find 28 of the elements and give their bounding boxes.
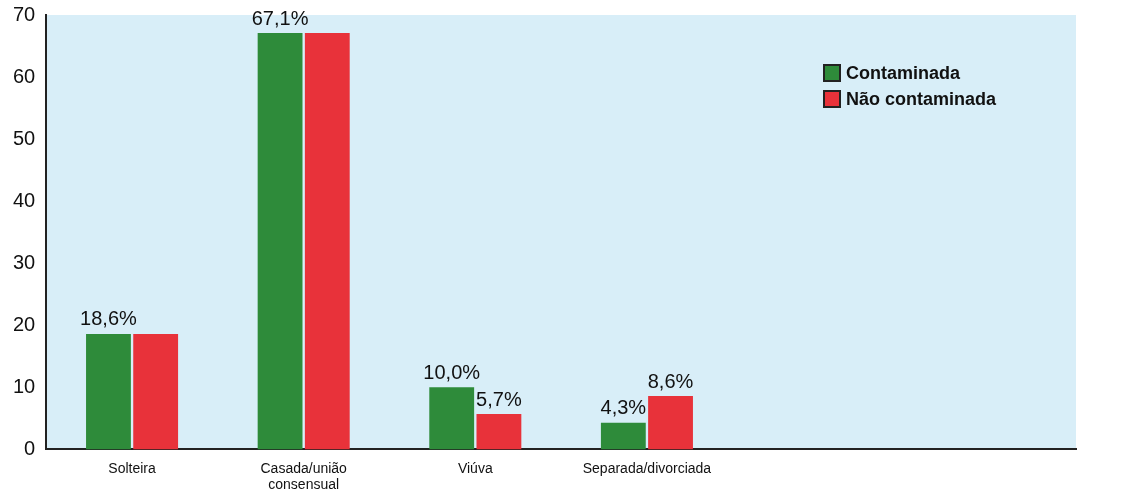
x-tick-label: Viúva — [457, 459, 493, 476]
bar — [429, 387, 475, 450]
data-label: 67,1% — [251, 6, 309, 29]
data-label: 8,6% — [647, 369, 694, 392]
y-tick-label: 60 — [13, 64, 36, 87]
x-tick-label: Separada/divorciada — [582, 459, 712, 476]
bar — [600, 422, 646, 450]
x-tick-label: Casada/união consensual — [260, 459, 348, 493]
bar — [133, 333, 179, 450]
legend-label: Não contaminada — [846, 88, 997, 111]
y-tick-label: 70 — [13, 2, 36, 25]
bar — [86, 333, 131, 450]
bar — [476, 414, 522, 450]
data-label: 4,3% — [600, 396, 647, 419]
y-tick-label: 30 — [13, 250, 36, 273]
y-tick-label: 50 — [13, 126, 36, 149]
bar — [257, 33, 303, 450]
bar — [648, 396, 693, 450]
y-tick-label: 0 — [24, 436, 36, 459]
legend-label: Contaminada — [846, 62, 961, 85]
y-tick-label: 40 — [13, 188, 36, 211]
y-tick-label: 20 — [13, 312, 36, 335]
data-label: 5,7% — [476, 387, 522, 410]
x-tick-label: Solteira — [108, 459, 157, 476]
data-label: 18,6% — [80, 307, 138, 330]
data-label: 10,0% — [423, 360, 481, 383]
bar — [304, 33, 350, 450]
y-tick-label: 10 — [13, 374, 36, 397]
